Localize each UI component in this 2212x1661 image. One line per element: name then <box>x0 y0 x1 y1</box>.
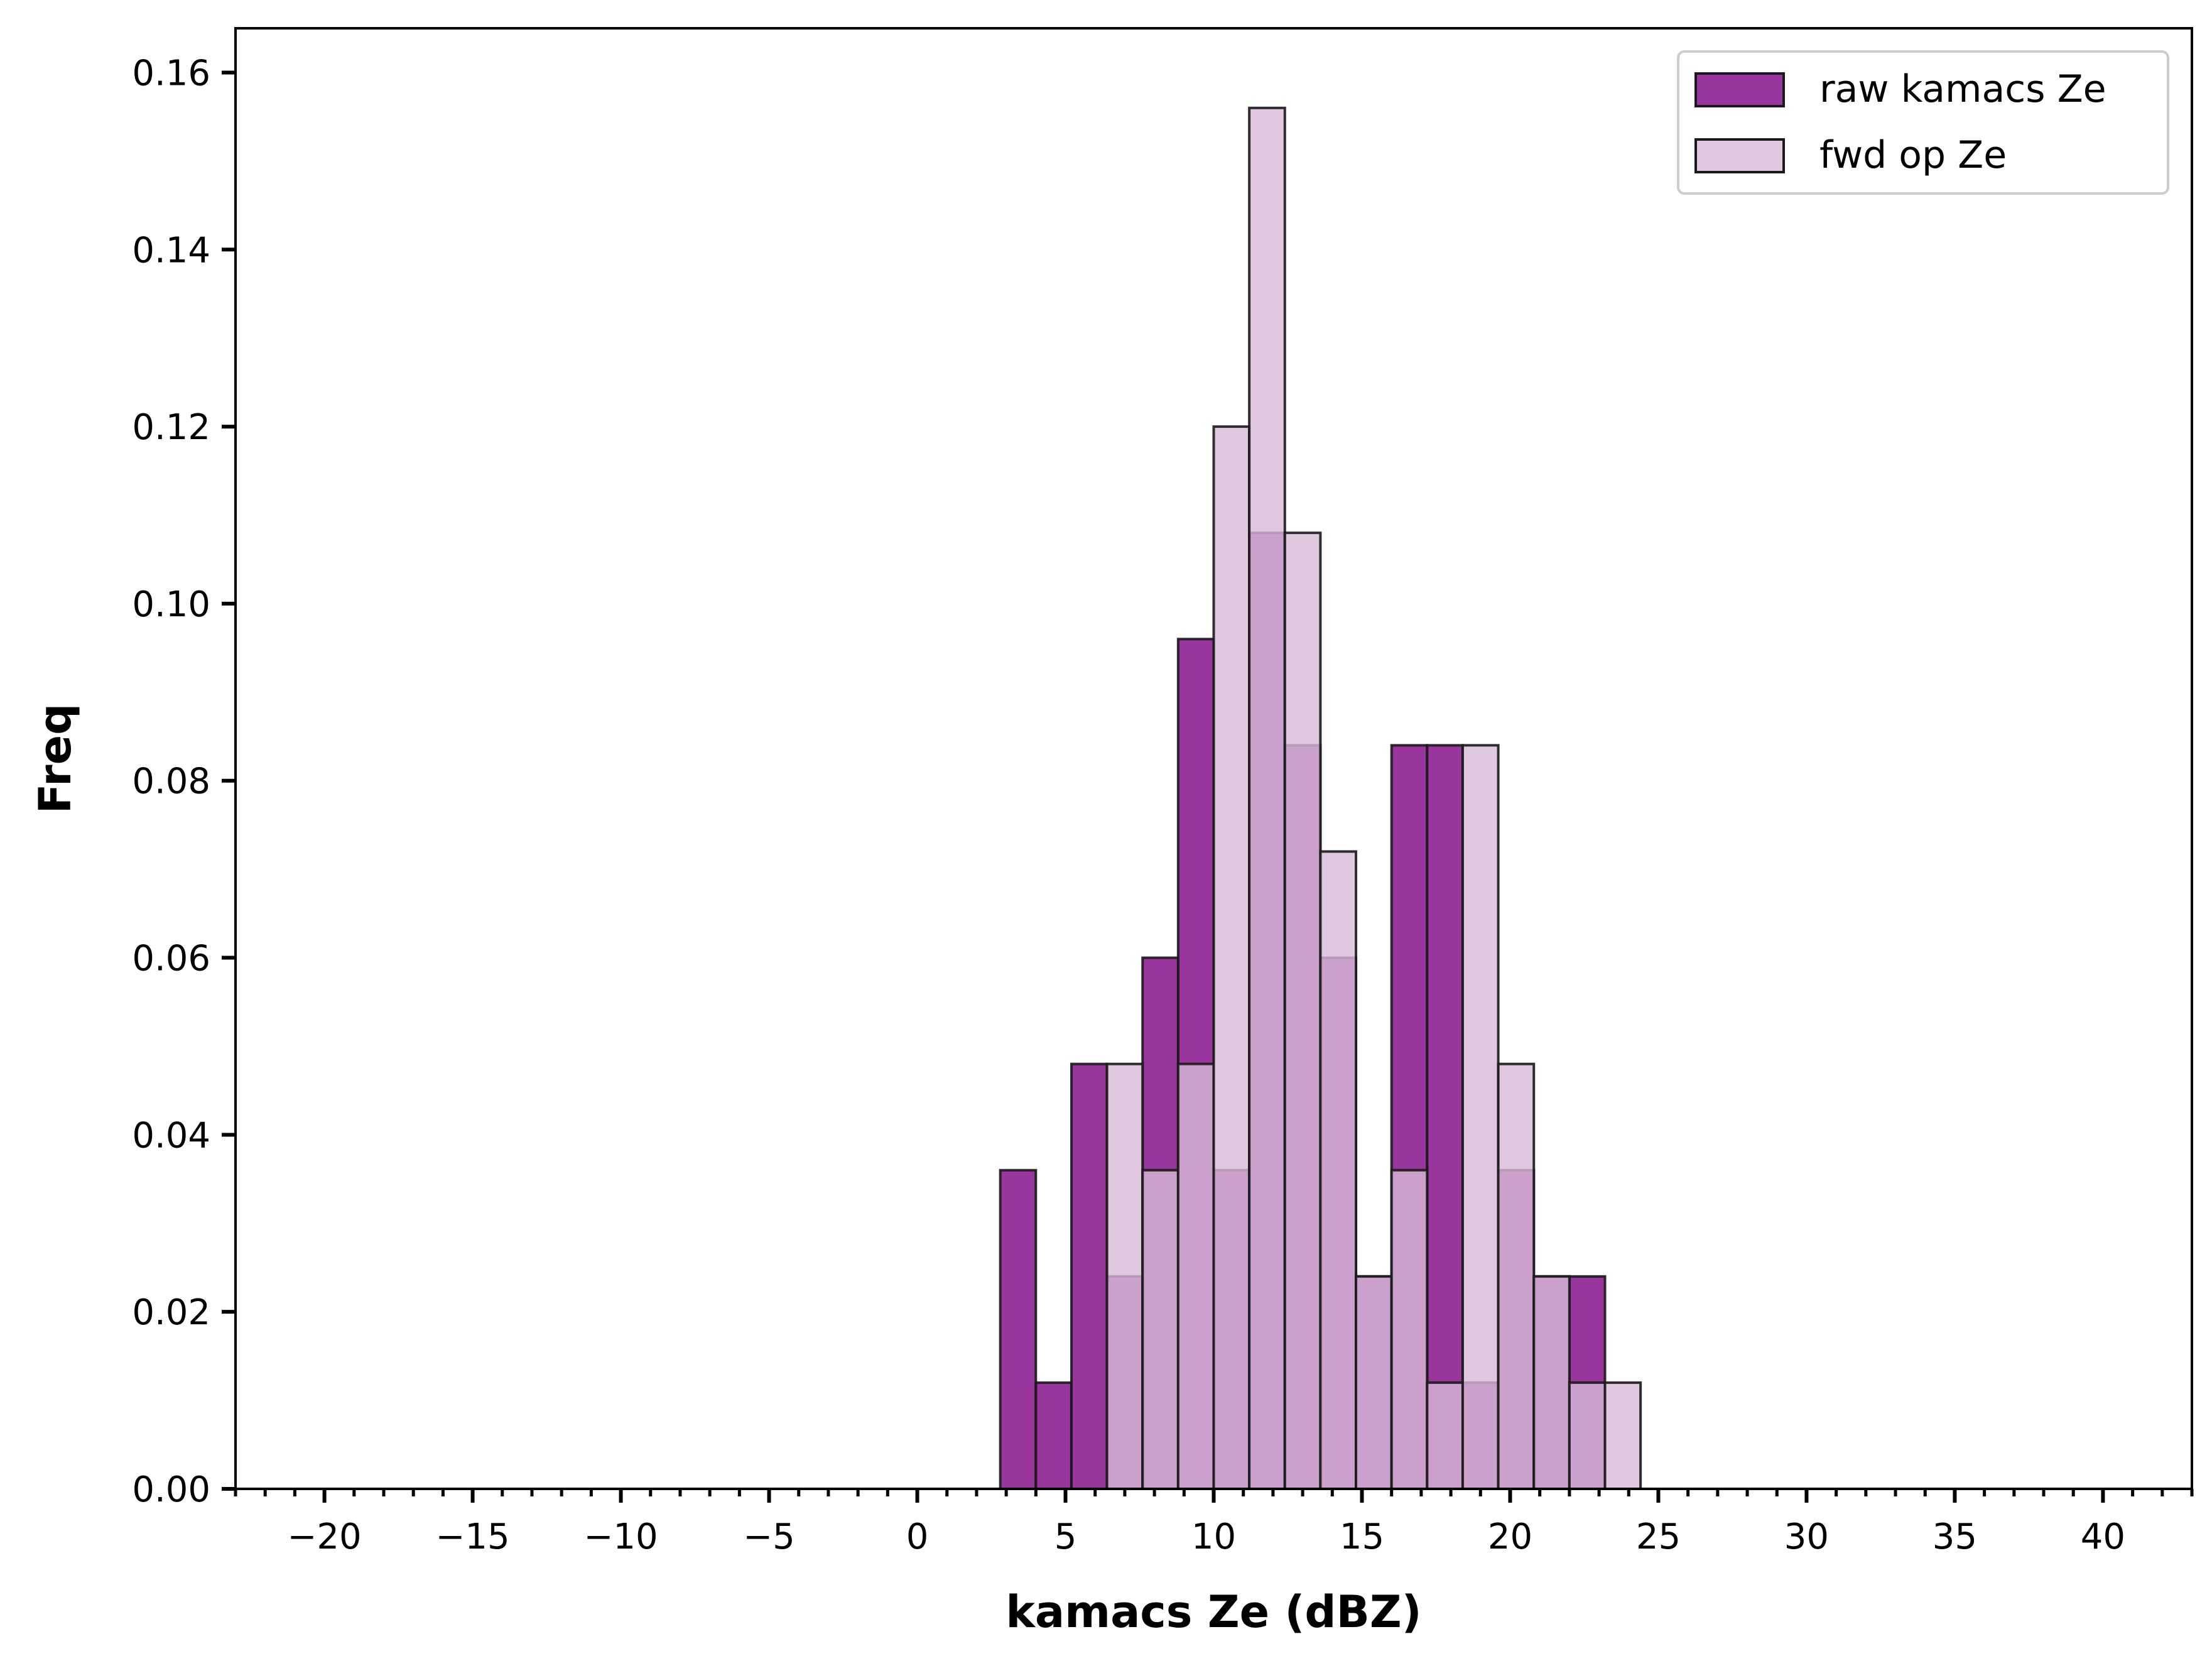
legend-label-2: fwd op Ze <box>1819 133 2007 177</box>
series-1-bar-2 <box>1034 1381 1073 1491</box>
series-2-bar-15 <box>1603 1381 1642 1491</box>
series-2-bar-12 <box>1497 1062 1536 1490</box>
series-2-bar-7 <box>1319 850 1358 1491</box>
y-tick-label: 0.12 <box>132 407 210 448</box>
y-tick-label: 0.14 <box>132 230 210 271</box>
legend: raw kamacs Ze fwd op Ze <box>1677 50 2169 195</box>
x-tick-label: −5 <box>743 1517 795 1557</box>
x-tick-label: 30 <box>1784 1517 1829 1557</box>
series-2-bar-14 <box>1568 1381 1607 1491</box>
x-tick-label: −15 <box>435 1517 509 1557</box>
legend-swatch-1 <box>1694 72 1785 107</box>
series-2-bar-10 <box>1426 1381 1464 1491</box>
series-2-bar-6 <box>1283 531 1322 1491</box>
bars-layer <box>999 106 1642 1491</box>
series-2-bar-8 <box>1355 1275 1393 1491</box>
series-1-bar-13 <box>1426 744 1464 1490</box>
x-tick-label: −20 <box>287 1517 361 1557</box>
x-tick-label: −10 <box>583 1517 658 1557</box>
x-axis-title: kamacs Ze (dBZ) <box>1006 1586 1421 1638</box>
series-2-bar-13 <box>1532 1275 1571 1491</box>
x-tick-label: 15 <box>1340 1517 1384 1557</box>
x-tick-label: 35 <box>1933 1517 1977 1557</box>
legend-label-1: raw kamacs Ze <box>1819 67 2106 111</box>
series-2-bar-2 <box>1141 1168 1179 1491</box>
series-2-bars <box>1105 106 1642 1491</box>
x-tick-label: 20 <box>1488 1517 1532 1557</box>
y-tick-label: 0.00 <box>132 1469 210 1510</box>
series-1-bar-1 <box>999 1168 1038 1491</box>
x-tick-label: 10 <box>1191 1517 1236 1557</box>
legend-swatch-2 <box>1694 138 1785 173</box>
series-2-bar-11 <box>1461 744 1500 1490</box>
x-tick-label: 25 <box>1636 1517 1681 1557</box>
series-2-bar-1 <box>1105 1062 1144 1490</box>
y-tick-label: 0.10 <box>132 584 210 625</box>
y-tick-label: 0.04 <box>132 1115 210 1156</box>
legend-box <box>1677 50 2169 195</box>
y-tick-label: 0.06 <box>132 939 210 979</box>
x-tick-label: 40 <box>2081 1517 2125 1557</box>
x-tick-label: 0 <box>906 1517 929 1557</box>
y-tick-label: 0.16 <box>132 53 210 94</box>
y-tick-label: 0.02 <box>132 1292 210 1333</box>
x-tick-label: 5 <box>1054 1517 1077 1557</box>
series-2-bar-4 <box>1212 425 1251 1490</box>
series-2-bar-9 <box>1390 1168 1429 1491</box>
y-axis: 0.00 0.02 0.04 0.06 0.08 0.10 0.12 0.14 0.16 <box>132 53 236 1510</box>
x-axis: −20 −15 −10 −5 0 5 10 15 20 25 30 35 40 <box>234 1489 2194 1557</box>
series-2-bar-5 <box>1248 106 1286 1491</box>
y-tick-label: 0.08 <box>132 761 210 802</box>
series-2-bar-3 <box>1176 1062 1215 1490</box>
series-1-bar-3 <box>1070 1062 1109 1490</box>
y-axis-title: Freq <box>30 704 81 814</box>
